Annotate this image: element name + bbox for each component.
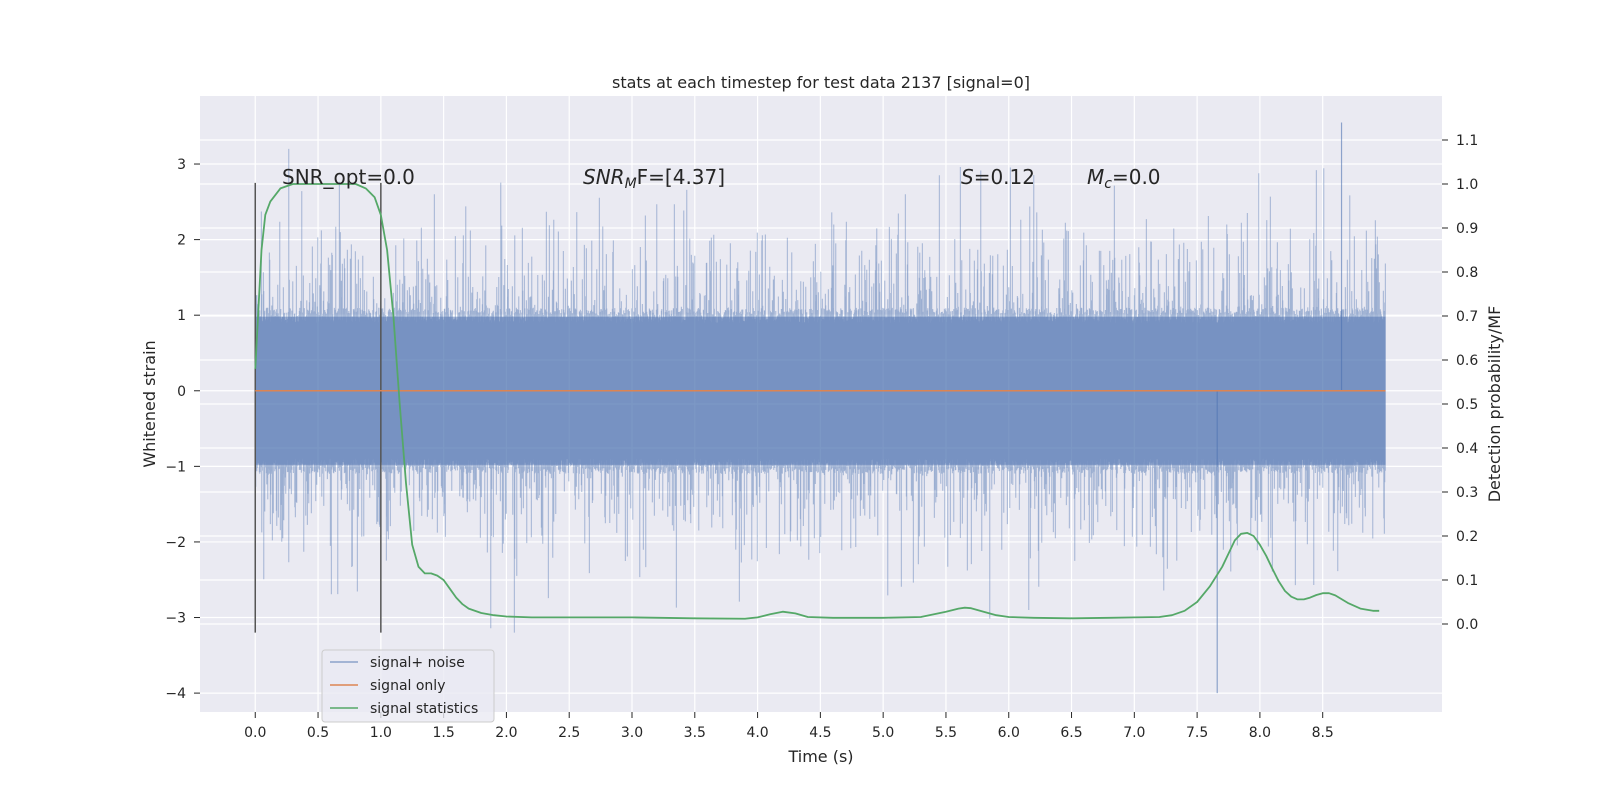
y2-tick-label: 0.8 (1456, 265, 1478, 281)
y-tick-label: −4 (165, 686, 186, 702)
annotation-mc-main: M (1087, 165, 1104, 189)
y-tick-label: −3 (165, 611, 186, 627)
x-tick-label: 3.5 (684, 725, 706, 741)
x-tick-label: 4.0 (746, 725, 768, 741)
y2-tick-label: 1.0 (1456, 177, 1478, 193)
annotation-mc: Mc=0.0 (1087, 165, 1161, 192)
x-tick-label: 2.0 (495, 725, 517, 741)
x-tick-label: 1.0 (370, 725, 392, 741)
x-tick-label: 2.5 (558, 725, 580, 741)
legend-label-stats: signal statistics (370, 701, 478, 717)
annotation-snr-opt: SNR_opt=0.0 (282, 165, 415, 189)
x-tick-label: 8.0 (1249, 725, 1271, 741)
x-tick-label: 7.5 (1186, 725, 1208, 741)
y2-tick-label: 0.0 (1456, 617, 1478, 633)
line-series (254, 182, 1386, 633)
y-tick-label: 0 (177, 384, 186, 400)
y-tick-label: 3 (177, 157, 186, 173)
x-tick-label: 7.0 (1123, 725, 1145, 741)
y2-tick-label: 1.1 (1456, 133, 1478, 149)
x-tick-label: 5.0 (872, 725, 894, 741)
annotation-s-var: S (961, 165, 974, 189)
annotation-mc-val: =0.0 (1112, 165, 1161, 189)
x-tick-label: 1.5 (432, 725, 454, 741)
x-tick-label: 0.0 (244, 725, 266, 741)
annotation-s-val: =0.12 (974, 165, 1035, 189)
legend: signal+ noise signal only signal statist… (321, 649, 495, 723)
y-tick-label: 2 (177, 233, 186, 249)
y2-tick-label: 0.4 (1456, 441, 1478, 457)
x-tick-label: 6.5 (1060, 725, 1082, 741)
y-tick-label: 1 (177, 308, 186, 324)
annotation-snr-mf: SNRMF=[4.37] (583, 165, 725, 192)
y-tick-label: −1 (165, 459, 186, 475)
y-axis-label: Whitened strain (140, 340, 159, 467)
signal-statistics-line (254, 183, 1380, 620)
legend-frame (321, 649, 495, 723)
y2-axis-label: Detection probability/MF (1485, 306, 1504, 503)
x-tick-label: 0.5 (307, 725, 329, 741)
legend-label-signal: signal only (370, 678, 445, 694)
annotation-s: S=0.12 (961, 165, 1035, 189)
y2-tick-label: 0.7 (1456, 309, 1478, 325)
x-tick-label: 3.0 (621, 725, 643, 741)
x-tick-label: 6.0 (998, 725, 1020, 741)
annotation-snr-mf-main: SNR (583, 165, 625, 189)
y2-tick-label: 0.5 (1456, 397, 1478, 413)
y2-tick-label: 0.9 (1456, 221, 1478, 237)
x-tick-label: 4.5 (809, 725, 831, 741)
annotation-snr-mf-sub: M (625, 176, 637, 192)
x-tick-label: 5.5 (935, 725, 957, 741)
y-tick-label: −2 (165, 535, 186, 551)
axis-ticks: 0.0 0.5 1.0 1.5 2.0 2.5 3.0 3.5 4.0 4.5 5.0 5.5 6.0 6… (165, 133, 1478, 741)
annotation-mc-sub: c (1104, 176, 1112, 192)
y2-tick-label: 0.6 (1456, 353, 1478, 369)
x-tick-label: 8.5 (1312, 725, 1334, 741)
legend-label-noise: signal+ noise (370, 655, 465, 671)
chart-title: stats at each timestep for test data 213… (612, 73, 1030, 92)
y2-tick-label: 0.1 (1456, 573, 1478, 589)
y2-tick-label: 0.3 (1456, 485, 1478, 501)
y2-tick-label: 0.2 (1456, 529, 1478, 545)
x-axis-label: Time (s) (787, 747, 853, 766)
annotation-snr-mf-rest: F=[4.37] (637, 165, 725, 189)
